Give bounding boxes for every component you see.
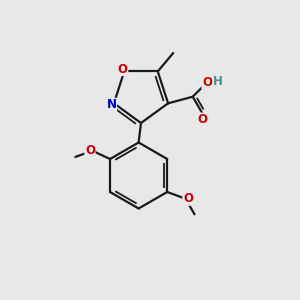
Text: O: O [197,113,208,126]
Text: N: N [106,98,116,111]
Text: O: O [85,144,95,157]
Text: H: H [213,75,223,88]
Text: O: O [118,62,128,76]
Text: O: O [183,192,193,205]
Text: O: O [202,76,212,89]
